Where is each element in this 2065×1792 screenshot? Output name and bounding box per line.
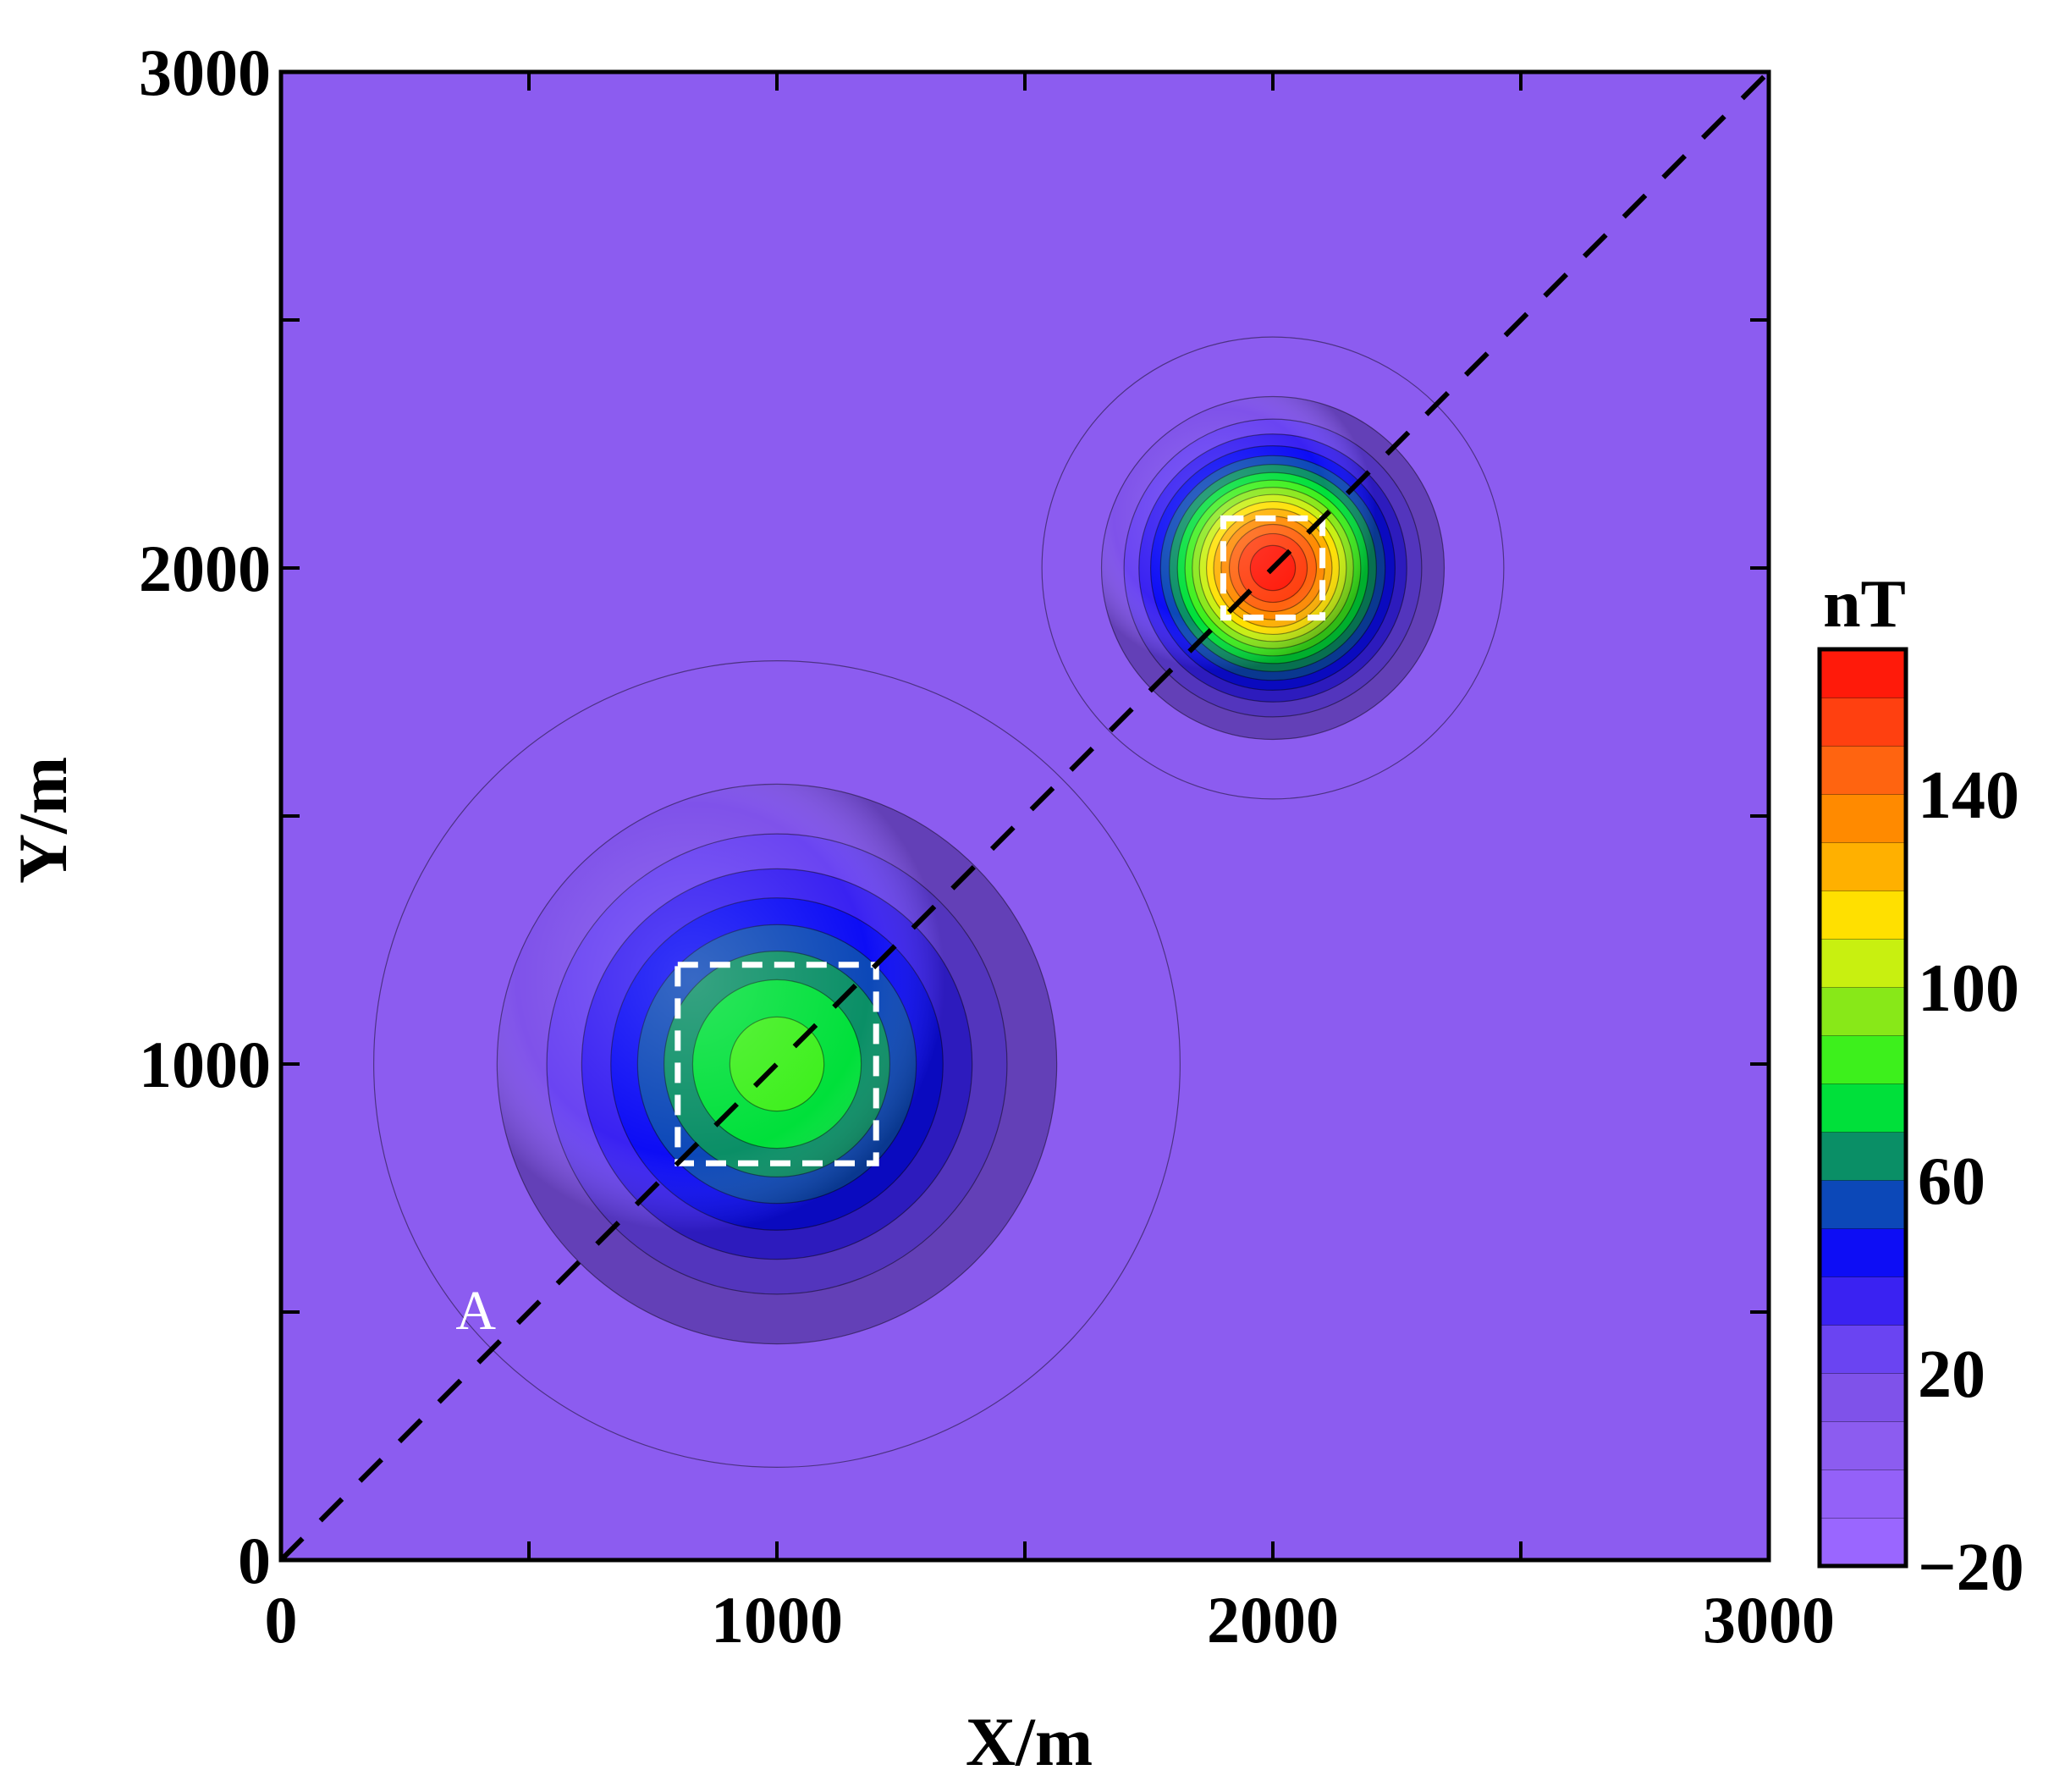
colorbar-tick-label: 140 xyxy=(1918,758,2019,833)
colorbar-band xyxy=(1819,890,1907,940)
colorbar-frame xyxy=(1817,647,1908,1569)
colorbar-band xyxy=(1819,1276,1907,1326)
colorbar-band xyxy=(1819,697,1907,747)
colorbar-bands xyxy=(1819,648,1907,1567)
plot-area: A xyxy=(278,69,1771,1563)
y-tick-label: 2000 xyxy=(139,532,271,605)
colorbar-band xyxy=(1819,1131,1907,1181)
colorbar-band xyxy=(1819,1083,1907,1133)
colorbar-band xyxy=(1819,986,1907,1036)
colorbar-band xyxy=(1819,793,1907,843)
colorbar-band xyxy=(1819,1034,1907,1084)
colorbar-band xyxy=(1819,1179,1907,1229)
colorbar-band xyxy=(1819,1372,1907,1422)
y-tick-label: 3000 xyxy=(139,36,271,109)
colorbar-band xyxy=(1819,938,1907,988)
x-tick-label: 1000 xyxy=(711,1583,843,1657)
colorbar-tick-labels: −20 20 60 100 140 xyxy=(1918,758,2024,1605)
profile-label-a: A xyxy=(455,1280,496,1342)
x-tick-label: 0 xyxy=(265,1583,298,1657)
x-tick-label: 3000 xyxy=(1703,1583,1835,1657)
colorbar-band xyxy=(1819,745,1907,795)
colorbar-title: nT xyxy=(1823,567,1906,642)
y-axis-title: Y/m xyxy=(4,757,81,884)
colorbar-band xyxy=(1819,1420,1907,1470)
x-tick-label: 2000 xyxy=(1207,1583,1339,1657)
colorbar-tick-label: 60 xyxy=(1918,1144,1985,1219)
body-outlines xyxy=(675,515,1326,1166)
colorbar: −20 20 60 100 140 nT xyxy=(1817,567,2024,1605)
body-outline-2 xyxy=(1220,515,1326,621)
y-tick-label: 1000 xyxy=(139,1028,271,1101)
colorbar-band xyxy=(1819,1469,1907,1519)
colorbar-tick-label: 20 xyxy=(1918,1337,1985,1412)
profile-line-a xyxy=(278,69,1771,1563)
colorbar-band xyxy=(1819,1227,1907,1277)
axes: 0 1000 2000 3000 0 1000 2000 3000 xyxy=(139,36,1835,1657)
colorbar-band xyxy=(1819,1517,1907,1567)
colorbar-band xyxy=(1819,841,1907,891)
y-tick-label: 0 xyxy=(238,1524,271,1597)
colorbar-band xyxy=(1819,648,1907,698)
colorbar-tick-label: −20 xyxy=(1918,1530,2024,1605)
colorbar-band xyxy=(1819,1324,1907,1374)
x-axis-title: X/m xyxy=(966,1703,1093,1780)
body-outline-1 xyxy=(675,962,879,1166)
colorbar-tick-label: 100 xyxy=(1918,951,2019,1026)
